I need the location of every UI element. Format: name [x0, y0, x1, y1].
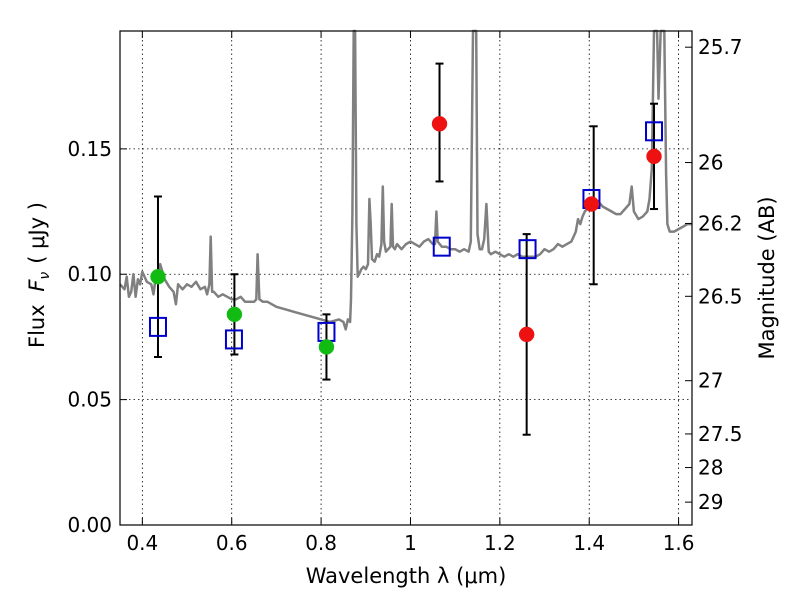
grid-lines [120, 31, 692, 526]
x-tick-label: 0.6 [216, 531, 248, 555]
error-bars [153, 62, 659, 436]
x-axis-label: Wavelength λ (μm) [306, 564, 507, 588]
y-axis-label: Flux Fν ( μJy ) [25, 202, 53, 348]
y-tick-label: 0.05 [67, 388, 112, 412]
x-tick-label: 1 [404, 531, 417, 555]
x-tick-label: 0.4 [126, 531, 158, 555]
x-tick-label: 1.4 [573, 531, 605, 555]
y2-axis: 25.7 26 26.2 26.5 27 27.5 28 29 [685, 35, 743, 514]
y-axis: 0.00 0.05 0.10 0.15 [67, 137, 127, 537]
circle-markers [150, 116, 662, 355]
y-tick-label: 0.10 [67, 262, 112, 286]
red-circle-marker [646, 148, 662, 165]
x-tick-label: 1.6 [663, 531, 695, 555]
blue-square-marker [148, 316, 167, 337]
x-tick-label: 1.2 [484, 531, 516, 555]
y2-tick-label: 27.5 [698, 422, 743, 446]
spectrum-series [119, 29, 692, 331]
blue-square-marker [645, 121, 664, 142]
red-circle-marker [583, 196, 600, 212]
y-axis-label-fnu: F [25, 279, 49, 292]
y2-tick-label: 25.7 [698, 35, 743, 59]
spectrum-line [119, 29, 692, 331]
x-axis: 0.4 0.6 0.8 1 1.2 1.4 1.6 [126, 31, 695, 555]
x-tick-label: 0.8 [305, 531, 337, 555]
y-axis-label-sub: ν [37, 272, 53, 280]
red-circle-marker [518, 326, 535, 343]
green-circle-marker [318, 339, 335, 355]
y2-tick-label: 26 [698, 151, 723, 175]
y2-axis-label: Magnitude (AB) [755, 196, 779, 359]
y-tick-label: 0.15 [67, 137, 112, 161]
y2-tick-label: 26.2 [698, 212, 743, 236]
y-axis-label-flux: Flux [25, 298, 49, 348]
blue-square-marker [518, 239, 537, 260]
y2-tick-label: 28 [698, 456, 723, 480]
green-circle-marker [226, 306, 243, 323]
plot-frame [119, 30, 693, 526]
red-circle-marker [431, 116, 448, 132]
y-axis-label-unit: ( μJy ) [25, 202, 49, 264]
y2-tick-label: 26.5 [698, 284, 743, 308]
green-circle-marker [150, 268, 166, 285]
blue-square-marker [224, 329, 243, 350]
blue-square-marker [432, 236, 451, 257]
y-tick-label: 0.00 [67, 513, 112, 537]
y2-tick-label: 29 [698, 490, 723, 514]
y2-tick-label: 27 [698, 369, 723, 393]
